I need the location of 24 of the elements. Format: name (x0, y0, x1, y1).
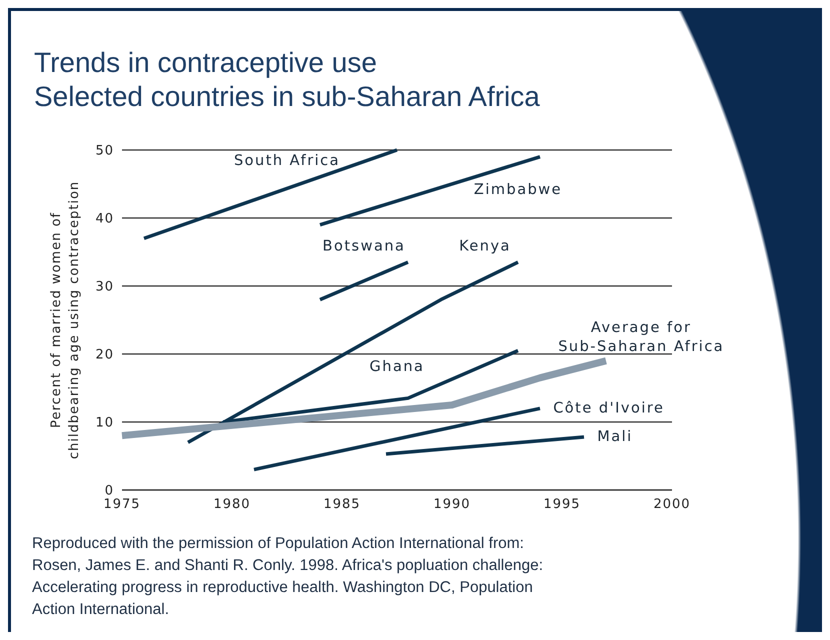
series-label: Kenya (459, 238, 511, 255)
chart-subtitle: Selected countries in sub-Saharan Africa (34, 81, 540, 112)
y-tick-label: 0 (104, 484, 114, 499)
x-tick-label: 1980 (213, 497, 251, 512)
y-tick-label: 40 (95, 212, 114, 227)
series-label: Botswana (322, 238, 406, 255)
x-tick-label: 1990 (433, 497, 471, 512)
series-label: Average for Sub-Saharan Africa (558, 320, 724, 355)
y-tick-label: 30 (95, 280, 114, 295)
series-label: Mali (597, 429, 633, 446)
text: Reproduced with the permission of Population Action International from: Rosen, James E. and Shanti R. Conly. 1998. Africa's popluation challenge: Accelerating progress in reproductive health. Washington DC, Population Action International. (32, 535, 544, 618)
series-label: Côte d'Ivoire (553, 400, 664, 416)
y-tick-label: 20 (95, 348, 114, 363)
y-tick-label: 50 (95, 144, 114, 159)
series-label: South Africa (234, 152, 340, 169)
series-label: Ghana (370, 359, 424, 375)
series-label: Zimbabwe (474, 182, 562, 198)
y-tick-label: 10 (95, 416, 114, 431)
y-axis-title: Percent of married women of childbearing age using contraception (49, 180, 82, 460)
x-tick-label: 1985 (323, 497, 361, 512)
x-tick-label: 1995 (543, 497, 581, 512)
x-tick-label: 1975 (103, 497, 141, 512)
chart-title: Trends in contraceptive use (34, 47, 377, 78)
x-tick-label: 2000 (653, 497, 691, 512)
